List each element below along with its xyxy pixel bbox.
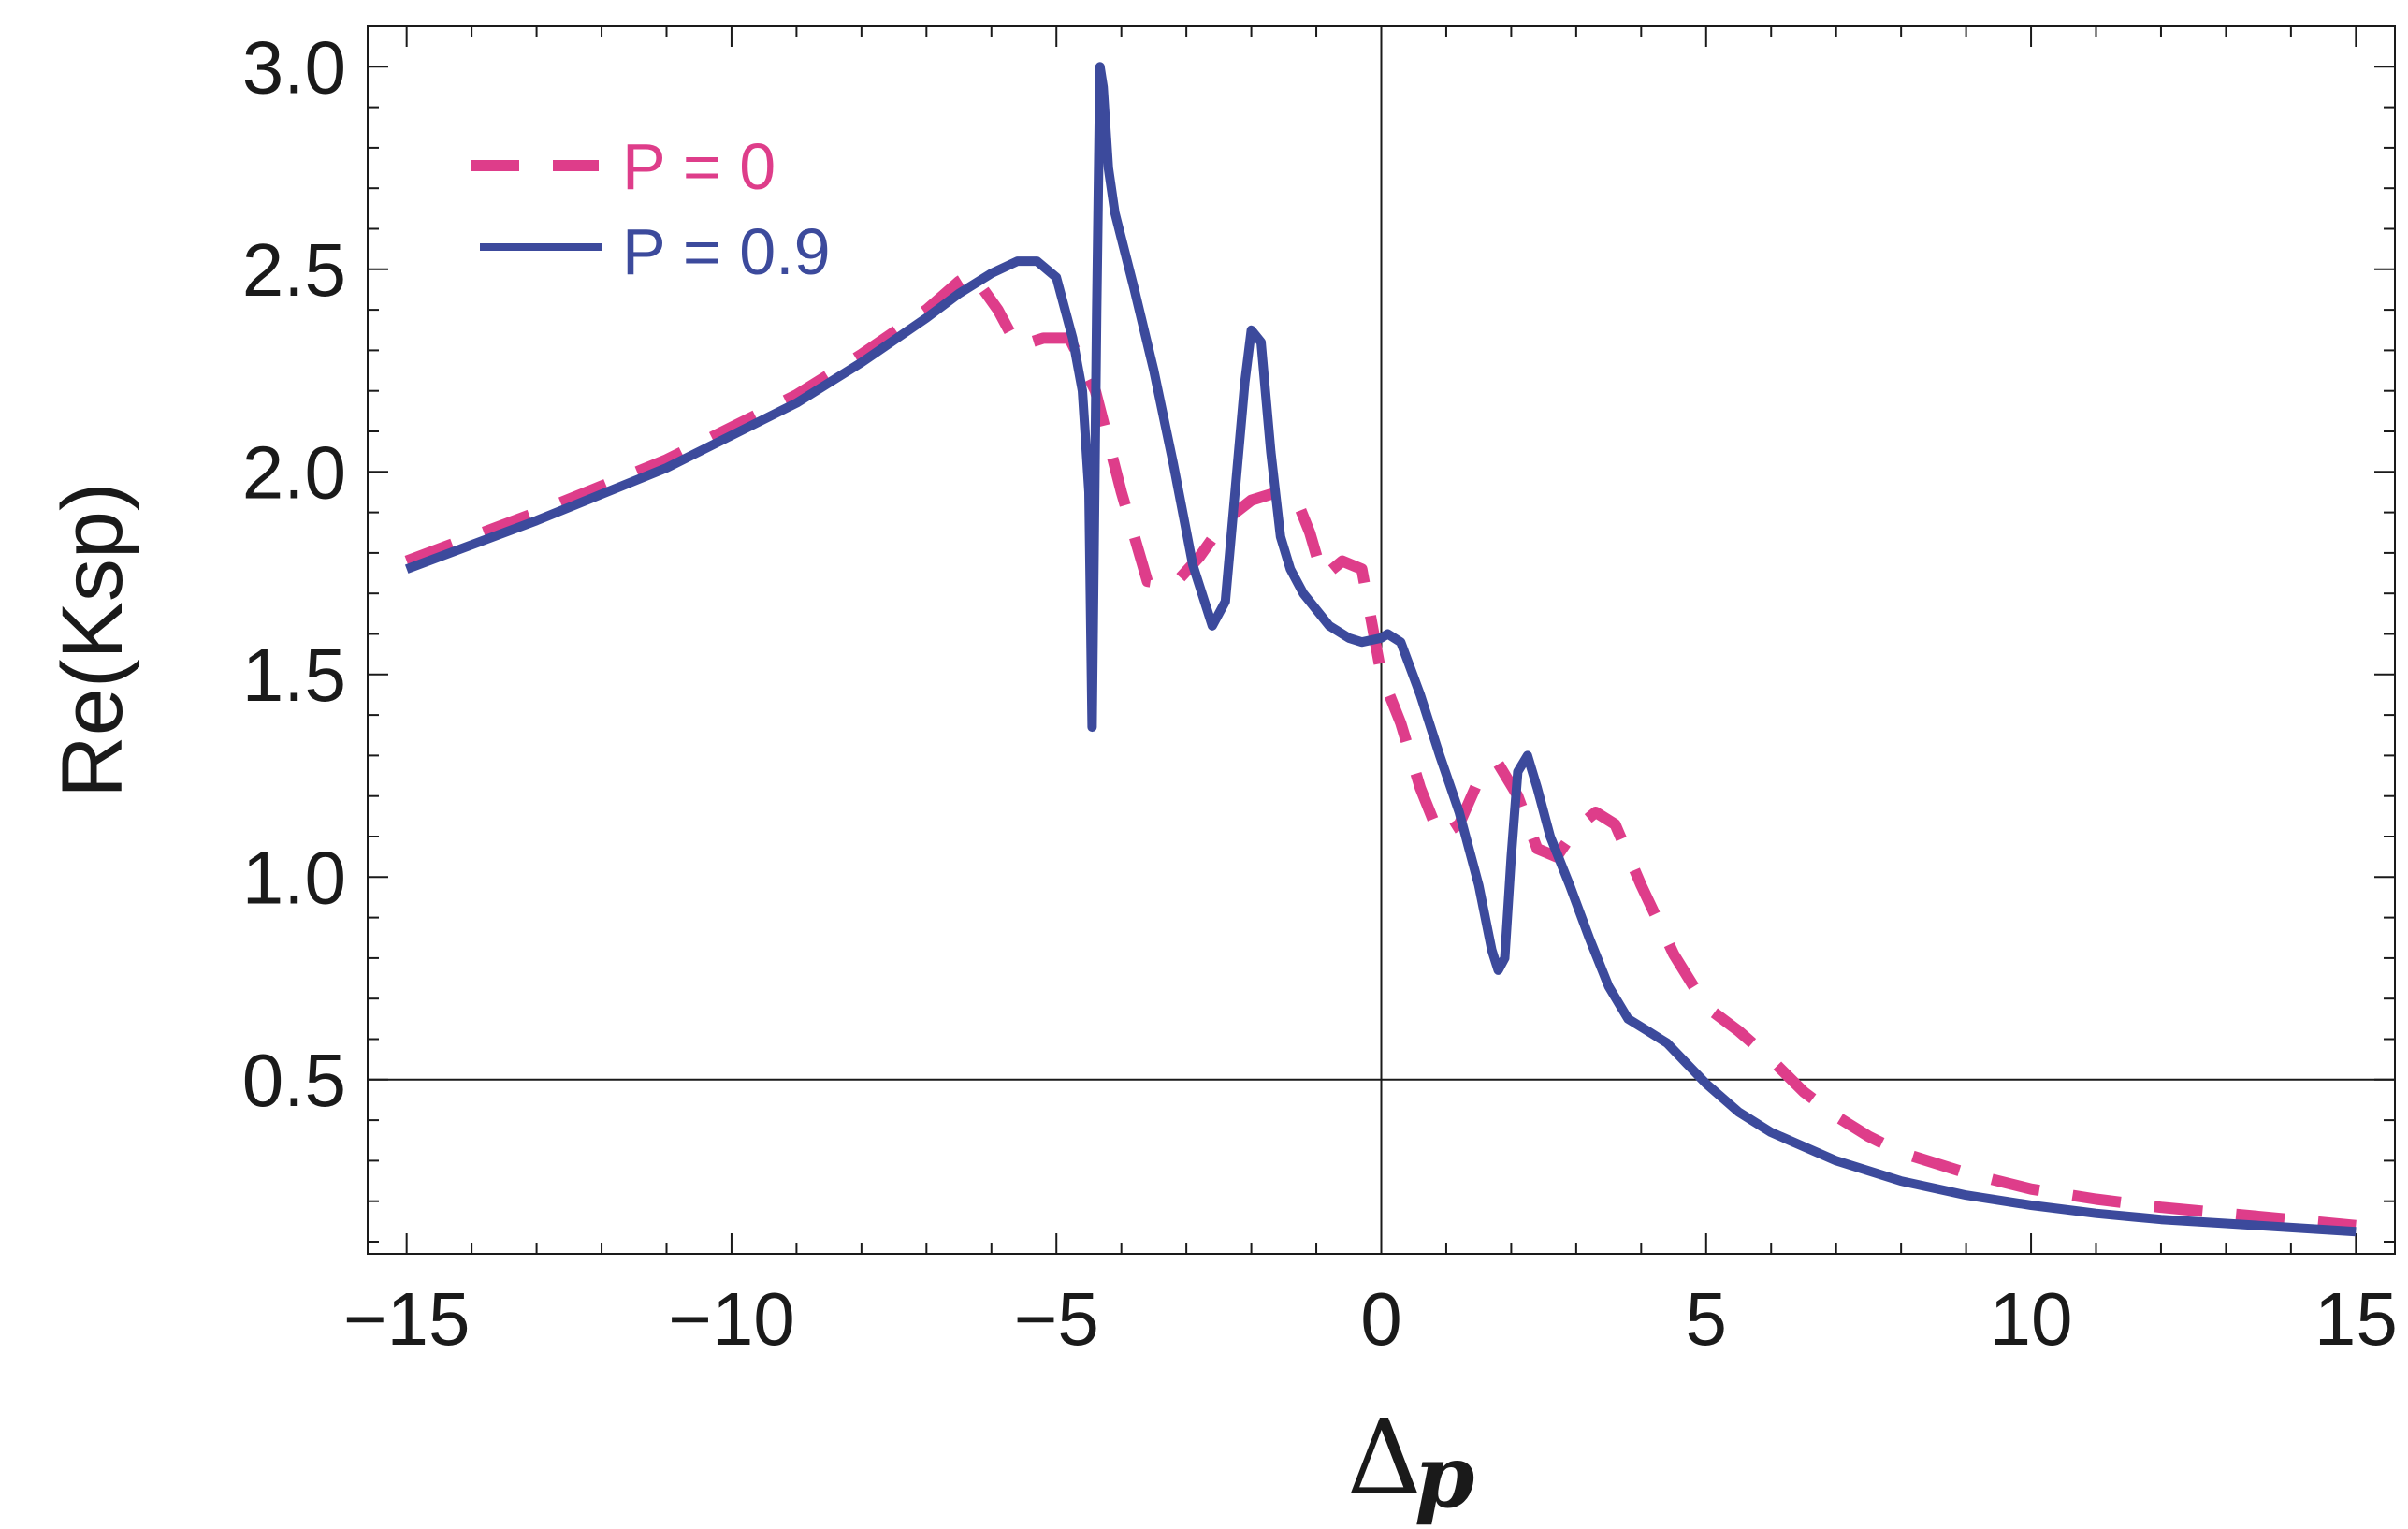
- x-tick-label: 10: [1990, 1277, 2073, 1361]
- y-tick-label: 3.0: [242, 25, 346, 109]
- series-line-p09: [404, 62, 2357, 1237]
- y-tick-label: 1.5: [242, 633, 346, 717]
- series-layer: [404, 62, 2357, 1237]
- svg-text:p: p: [1414, 1426, 1474, 1527]
- x-tick-label: −10: [668, 1277, 795, 1361]
- y-tick-label: 2.5: [242, 228, 346, 312]
- legend-label-p0: P = 0: [622, 130, 776, 203]
- x-tick-labels: −15 −10 −5 0 5 10 15: [343, 1277, 2398, 1361]
- axis-ticks: [368, 26, 2395, 1254]
- series-line-p0: [404, 268, 2357, 1231]
- x-axis-label: Δ p: [1347, 1397, 1474, 1527]
- legend-label-p09: P = 0.9: [622, 215, 831, 288]
- y-tick-label: 2.0: [242, 430, 346, 514]
- svg-text:Δ: Δ: [1347, 1397, 1421, 1517]
- x-tick-label: 15: [2314, 1277, 2398, 1361]
- y-axis-label: Re(Ksp): [45, 482, 140, 797]
- y-tick-label: 1.0: [242, 836, 346, 919]
- y-tick-labels: 0.5 1.0 1.5 2.0 2.5 3.0: [242, 25, 346, 1122]
- x-tick-label: 0: [1360, 1277, 1402, 1361]
- legend: P = 0 P = 0.9: [471, 130, 831, 288]
- x-tick-label: 5: [1686, 1277, 1728, 1361]
- x-tick-label: −15: [343, 1277, 471, 1361]
- y-tick-label: 0.5: [242, 1039, 346, 1122]
- x-tick-label: −5: [1014, 1277, 1099, 1361]
